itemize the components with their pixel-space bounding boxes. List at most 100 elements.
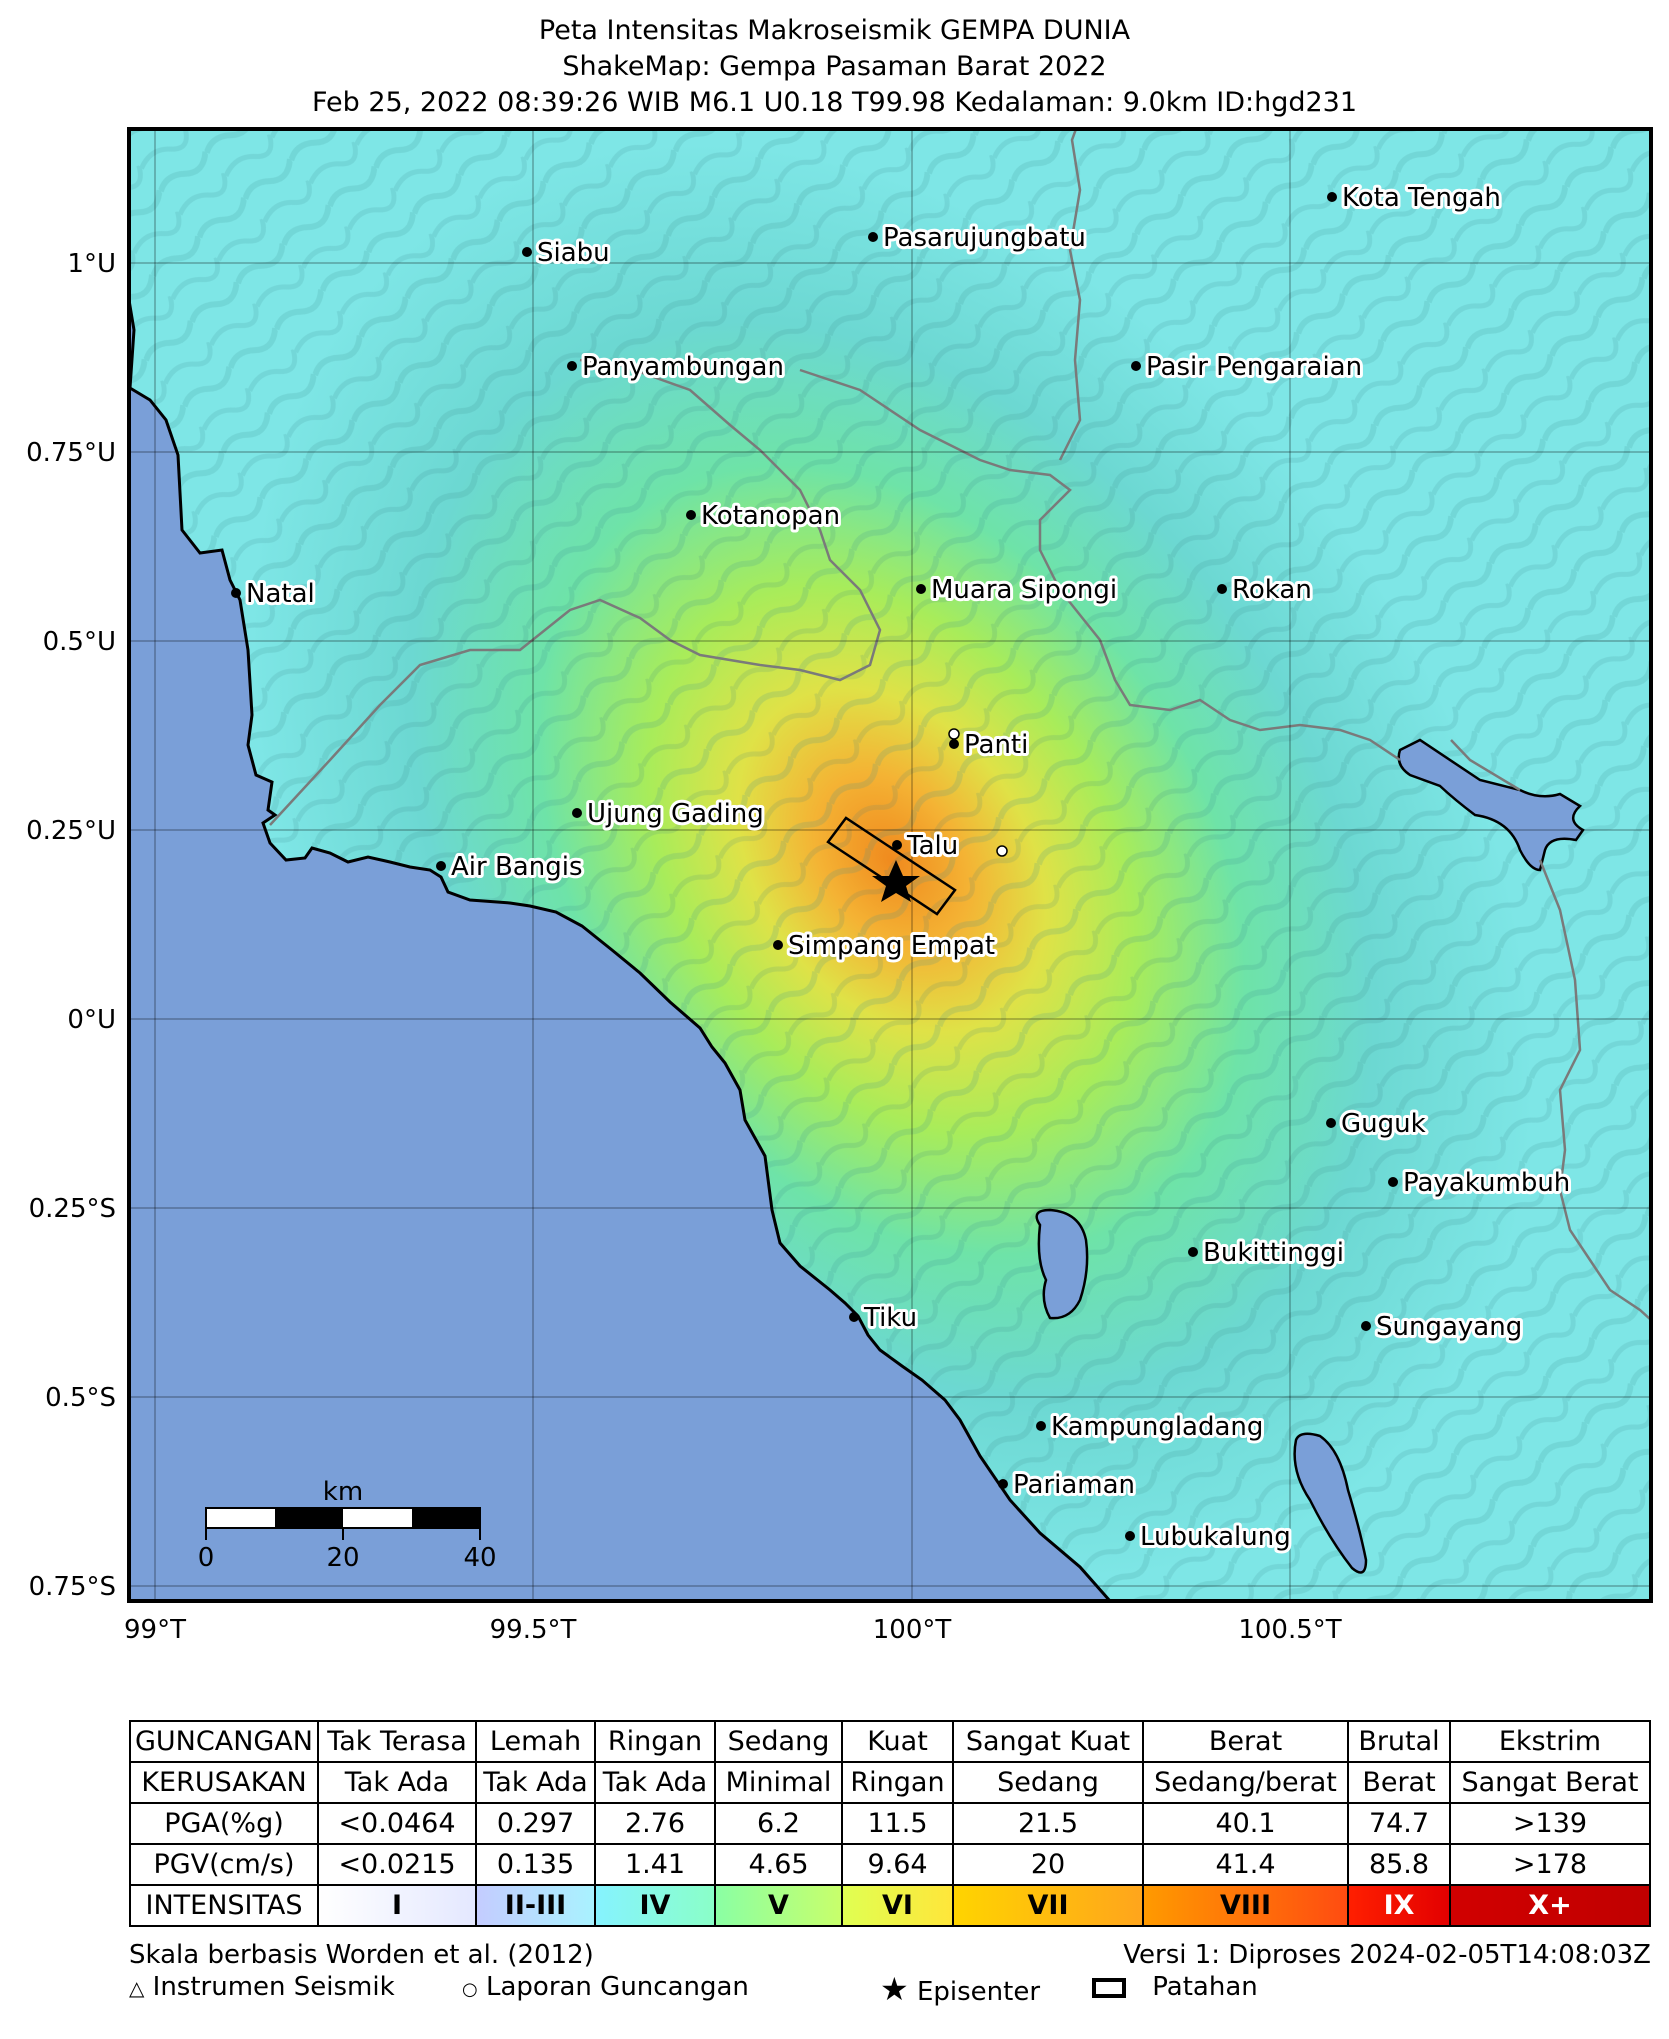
legend-cell: Sedang — [714, 1720, 843, 1763]
city-label: Payakumbuh — [1403, 1168, 1570, 1198]
shake-report-marker — [996, 845, 1008, 857]
legend-cell: 1.41 — [594, 1843, 716, 1886]
legend-cell: Brutal — [1347, 1720, 1451, 1763]
intensity-swatch: V — [714, 1884, 843, 1927]
legend-row-intensity: INTENSITAS I II-III IV V VI VII VIII IX … — [129, 1884, 1651, 1927]
legend-cell: Kuat — [841, 1720, 954, 1763]
legend-row-pgv: PGV(cm/s) <0.0215 0.135 1.41 4.65 9.64 2… — [129, 1843, 1651, 1886]
legend-cell: Ringan — [594, 1720, 716, 1763]
city-label: Air Bangis — [451, 852, 583, 882]
legend-report-label: Laporan Guncangan — [485, 1972, 749, 2002]
lat-tick: 0.5°S — [45, 1383, 116, 1413]
lat-axis: 1°U 0.75°U 0.5°U 0.25°U 0°U 0.25°S 0.5°S… — [26, 249, 116, 1602]
map-subtitle: ShakeMap: Gempa Pasaman Barat 2022 — [562, 51, 1107, 82]
legend-cell: Sangat Kuat — [952, 1720, 1144, 1763]
legend-row-label: INTENSITAS — [129, 1884, 319, 1927]
city-label: Kotanopan — [701, 501, 840, 531]
city-label: Pasir Pengaraian — [1146, 352, 1362, 382]
city-label: Panyambungan — [582, 352, 784, 382]
lat-tick: 0.25°U — [26, 816, 116, 846]
star-icon: ★ — [880, 1970, 909, 2008]
legend-row-damage: KERUSAKAN Tak Ada Tak Ada Tak Ada Minima… — [129, 1761, 1651, 1804]
city-labels: Kota Tengah Siabu Pasarujungbatu Panyamb… — [243, 180, 1573, 1555]
city-label: Pariaman — [1013, 1470, 1135, 1500]
city-label: Simpang Empat — [788, 931, 995, 961]
triangle-icon: △ — [129, 1976, 145, 2000]
rectangle-icon — [1092, 1977, 1126, 1998]
legend-row-shaking: GUNCANGAN Tak Terasa Lemah Ringan Sedang… — [129, 1720, 1651, 1763]
legend-cell: 2.76 — [594, 1802, 716, 1845]
legend-cell: Tak Ada — [317, 1761, 477, 1804]
legend-cell: 9.64 — [841, 1843, 954, 1886]
city-markers — [231, 192, 1398, 1541]
lat-tick: 1°U — [67, 249, 116, 279]
legend-cell: 40.1 — [1142, 1802, 1349, 1845]
scale-tick-20: 20 — [326, 1543, 359, 1573]
legend-cell: 11.5 — [841, 1802, 954, 1845]
lat-tick: 0.75°S — [29, 1572, 116, 1602]
legend-epicenter: ★ Episenter — [880, 1970, 1040, 2008]
ocean — [129, 299, 1113, 1601]
legend-cell: 0.135 — [475, 1843, 596, 1886]
scale-note: Skala berbasis Worden et al. (2012) — [129, 1940, 594, 1970]
legend-report: ○ Laporan Guncangan — [462, 1972, 749, 2002]
legend-cell: Tak Ada — [475, 1761, 596, 1804]
city-label: Natal — [246, 579, 315, 609]
legend-cell: >178 — [1449, 1843, 1651, 1886]
epicenter-star-icon — [872, 860, 920, 902]
lake-koto-panjang — [1397, 738, 1585, 872]
scale-bar: km 0 20 40 — [198, 1477, 497, 1573]
version-note: Versi 1: Diproses 2024-02-05T14:08:03Z — [1123, 1940, 1651, 1970]
city-label: Kota Tengah — [1342, 183, 1501, 213]
legend-epicenter-label: Episenter — [916, 1977, 1041, 2007]
lon-axis: 99°T 99.5°T 100°T 100.5°T — [124, 1615, 1342, 1645]
legend-row-pga: PGA(%g) <0.0464 0.297 2.76 6.2 11.5 21.5… — [129, 1802, 1651, 1845]
legend-row-label: PGA(%g) — [129, 1802, 319, 1845]
city-label: Kampungladang — [1051, 1412, 1263, 1442]
intensity-swatch: X+ — [1449, 1884, 1651, 1927]
legend-cell: 20 — [952, 1843, 1144, 1886]
legend-instrument-label: Instrumen Seismik — [152, 1972, 395, 2002]
legend-row-label: GUNCANGAN — [129, 1720, 319, 1763]
legend-row-label: KERUSAKAN — [129, 1761, 319, 1804]
intensity-swatch: IV — [594, 1884, 716, 1927]
lon-tick: 100°T — [873, 1615, 952, 1645]
legend-cell: 74.7 — [1347, 1802, 1451, 1845]
city-label: Guguk — [1341, 1109, 1426, 1139]
city-label: Bukittinggi — [1203, 1238, 1344, 1268]
legend-cell: Sangat Berat — [1449, 1761, 1651, 1804]
intensity-swatch: VI — [841, 1884, 954, 1927]
lake-maninjau — [1293, 1432, 1368, 1574]
legend-cell: 4.65 — [714, 1843, 843, 1886]
city-label: Muara Sipongi — [931, 575, 1117, 605]
intensity-swatch: VII — [952, 1884, 1144, 1927]
lat-tick: 0°U — [67, 1005, 116, 1035]
city-label: Talu — [906, 831, 958, 861]
shakemap: Kota Tengah Siabu Pasarujungbatu Panyamb… — [26, 127, 1653, 1645]
lat-tick: 0.25°S — [29, 1194, 116, 1224]
city-label: Rokan — [1232, 575, 1312, 605]
city-label: Ujung Gading — [587, 799, 764, 829]
lon-tick: 99.5°T — [490, 1615, 577, 1645]
legend-row-label: PGV(cm/s) — [129, 1843, 319, 1886]
legend-cell: Sedang/berat — [1142, 1761, 1349, 1804]
legend-cell: 6.2 — [714, 1802, 843, 1845]
lat-tick: 0.75°U — [26, 438, 116, 468]
legend-cell: 85.8 — [1347, 1843, 1451, 1886]
city-label: Pasarujungbatu — [883, 223, 1086, 253]
legend-fault-label: Patahan — [1152, 1972, 1258, 2002]
legend-cell: 21.5 — [952, 1802, 1144, 1845]
scale-tick-0: 0 — [198, 1543, 215, 1573]
city-label: Lubukalung — [1140, 1522, 1291, 1552]
legend-cell: <0.0215 — [317, 1843, 477, 1886]
legend-cell: Tak Terasa — [317, 1720, 477, 1763]
legend-cell: Lemah — [475, 1720, 596, 1763]
lat-tick: 0.5°U — [43, 627, 116, 657]
scale-unit: km — [323, 1477, 363, 1507]
province-borders — [269, 129, 1651, 1321]
circle-icon: ○ — [462, 1979, 478, 2000]
legend-instrument: △ Instrumen Seismik — [129, 1972, 395, 2002]
map-title: Peta Intensitas Makroseismik GEMPA DUNIA — [538, 15, 1131, 46]
legend-cell: 0.297 — [475, 1802, 596, 1845]
city-label: Tiku — [863, 1303, 917, 1333]
